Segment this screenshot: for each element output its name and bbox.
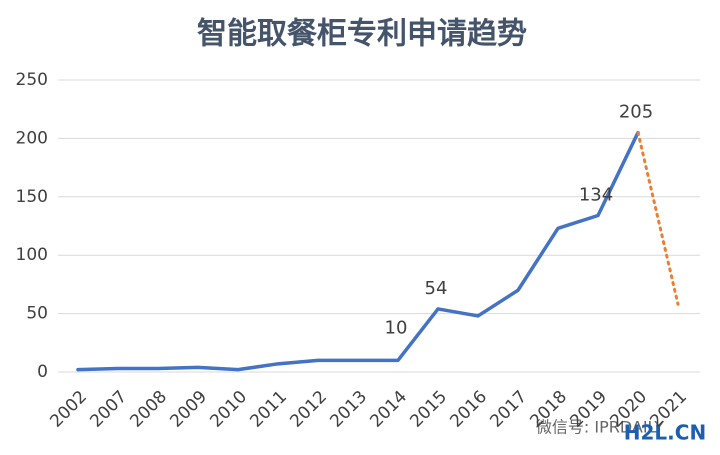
x-tick-label: 2015	[406, 387, 451, 432]
y-tick-label: 50	[26, 304, 48, 324]
data-label: 10	[385, 317, 408, 338]
data-label: 54	[425, 278, 448, 299]
y-tick-label: 200	[16, 128, 48, 148]
series-line	[76, 130, 640, 372]
watermark: 微信号: IPRDAILY	[536, 418, 664, 437]
x-tick-label: 2014	[366, 387, 411, 432]
y-tick-label: 150	[16, 187, 48, 207]
x-tick-label: 2017	[486, 387, 531, 432]
x-tick-label: 2002	[46, 387, 91, 432]
chart-title: 智能取餐柜专利申请趋势	[197, 17, 527, 52]
data-label: 134	[579, 184, 613, 205]
series-line	[636, 131, 680, 306]
x-tick-label: 2007	[86, 387, 131, 432]
x-tick-label: 2016	[446, 387, 491, 432]
x-tick-label: 2008	[126, 387, 171, 432]
x-tick-label: 2010	[206, 387, 251, 432]
x-tick-label: 2011	[246, 387, 291, 432]
x-tick-label: 2009	[166, 387, 211, 432]
data-label: 205	[619, 102, 653, 123]
x-tick-label: 2013	[326, 387, 371, 432]
y-tick-label: 0	[37, 362, 48, 382]
y-tick-label: 250	[16, 70, 48, 90]
logo: H2L.CN	[624, 421, 706, 445]
x-tick-label: 2012	[286, 387, 331, 432]
y-tick-label: 100	[16, 245, 48, 265]
